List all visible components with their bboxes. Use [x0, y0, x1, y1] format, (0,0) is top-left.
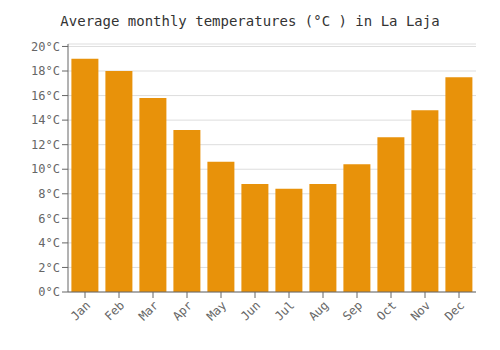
svg-text:14°C: 14°C	[31, 113, 60, 127]
svg-text:Sep: Sep	[340, 298, 365, 323]
svg-text:16°C: 16°C	[31, 89, 60, 103]
html-text:Average monthly temperatures (: Average monthly temperatures (°C ) in La…	[60, 13, 440, 29]
svg-text:2°C: 2°C	[38, 261, 60, 275]
svg-text:Jul: Jul	[272, 298, 297, 323]
svg-text:Oct: Oct	[374, 298, 399, 323]
svg-text:12°C: 12°C	[31, 138, 60, 152]
svg-text:0°C: 0°C	[38, 285, 60, 299]
svg-text:Mar: Mar	[136, 298, 161, 323]
svg-text:18°C: 18°C	[31, 64, 60, 78]
svg-text:Nov: Nov	[408, 298, 433, 323]
svg-text:20°C: 20°C	[31, 40, 60, 54]
svg-text:Jan: Jan	[68, 298, 93, 323]
svg-text:Apr: Apr	[170, 298, 195, 323]
svg-text:Jun: Jun	[238, 298, 263, 323]
svg-text:Feb: Feb	[102, 298, 127, 323]
svg-text:May: May	[204, 298, 229, 323]
svg-text:8°C: 8°C	[38, 187, 60, 201]
svg-text:Aug: Aug	[306, 298, 331, 323]
svg-text:Dec: Dec	[442, 298, 467, 323]
svg-text:10°C: 10°C	[31, 162, 60, 176]
svg-text:6°C: 6°C	[38, 212, 60, 226]
svg-text:4°C: 4°C	[38, 236, 60, 250]
